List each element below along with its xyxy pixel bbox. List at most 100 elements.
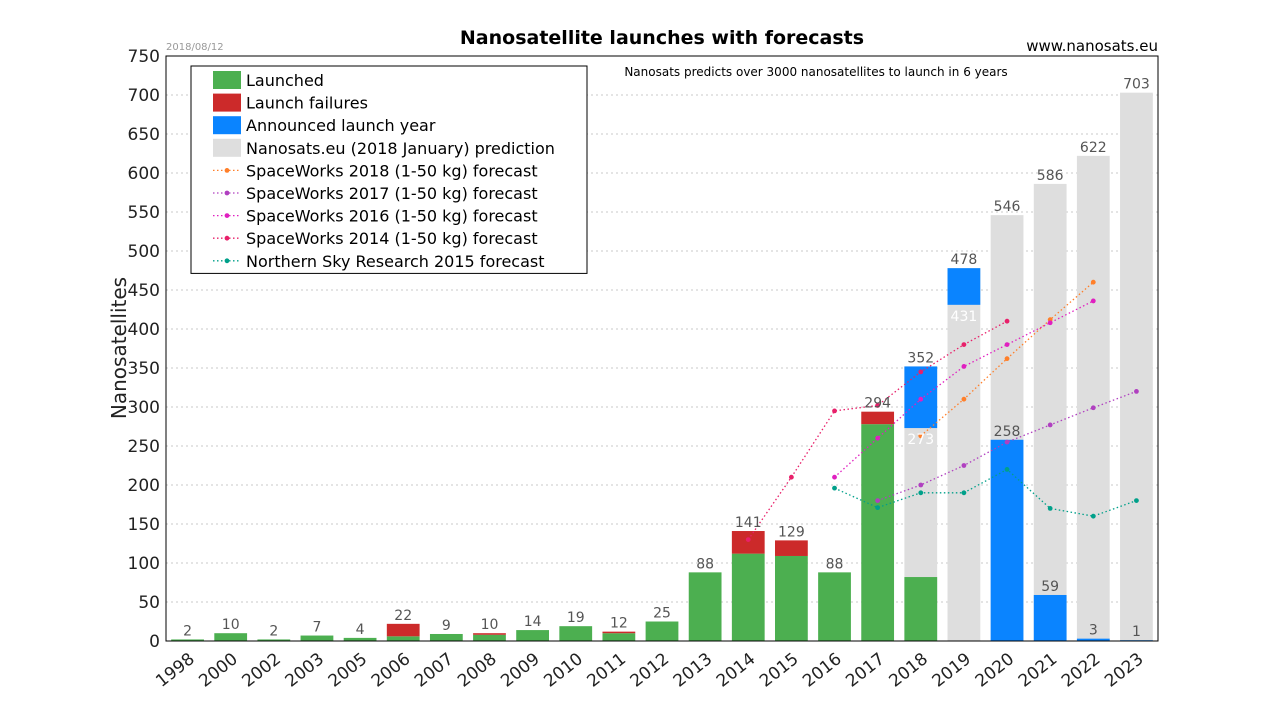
data-label: 622: [1080, 140, 1107, 156]
forecast-point-2018: [918, 396, 924, 402]
forecast-point-2023: [1134, 389, 1139, 394]
plot-frame: [165, 55, 1159, 642]
data-label: 586: [1037, 168, 1064, 184]
forecast-point-2020: [1004, 356, 1010, 362]
legend-marker-spaceworks-2016-1-50-kg-forecast: [224, 213, 230, 219]
legend-frame: [190, 65, 588, 274]
forecast-point-2020: [1004, 318, 1010, 324]
announced-bar-2022: [1076, 638, 1110, 641]
y-tick-label: 700: [128, 86, 160, 106]
data-label: 25: [653, 606, 671, 622]
data-label: 1: [1132, 624, 1141, 640]
legend-label: SpaceWorks 2018 (1-50 kg) forecast: [246, 161, 538, 180]
data-label: 273: [907, 432, 934, 448]
y-tick-label: 500: [128, 242, 160, 262]
x-tick-label: 2003: [282, 649, 328, 691]
forecast-point-2018: [918, 490, 924, 496]
website-label: www.nanosats.eu: [1026, 37, 1158, 55]
x-tick-label: 2018: [885, 649, 931, 691]
date-stamp: 2018/08/12: [166, 42, 224, 53]
x-tick-label: 2012: [627, 649, 673, 691]
forecast-point-2014: [745, 537, 751, 542]
prediction-bar-2019: [947, 268, 981, 641]
forecast-point-2019: [961, 463, 967, 468]
y-tick-label: 0: [149, 632, 160, 652]
y-tick-label: 550: [128, 203, 160, 223]
legend-marker-spaceworks-2014-1-50-kg-forecast: [224, 235, 230, 241]
prediction-bar-2021: [1033, 183, 1067, 642]
legend-marker-northern-sky-research-2015-forecast: [224, 258, 230, 264]
forecast-point-2017: [875, 403, 881, 408]
forecast-point-2018: [918, 433, 924, 439]
forecast-point-2022: [1090, 279, 1096, 285]
launched-bar-2003: [300, 635, 334, 641]
legend: Launched Launch failures Announced launch …: [190, 65, 588, 274]
data-label: 7: [312, 620, 321, 636]
data-label: 59: [1041, 579, 1059, 595]
launched-bar-2018: [904, 577, 938, 641]
forecast-point-2019: [961, 342, 967, 347]
data-label: 431: [951, 309, 978, 325]
x-tick-label: 2013: [670, 649, 716, 691]
forecast-point-2022: [1090, 513, 1096, 519]
data-label: 258: [994, 424, 1021, 440]
forecast-point-2015: [788, 474, 794, 480]
launched-bar-2015: [775, 555, 808, 641]
forecast-point-2020: [1004, 342, 1010, 347]
x-tick-label: 2023: [1101, 649, 1147, 691]
legend-swatch-launch-failures: [213, 93, 241, 112]
data-label: 22: [394, 608, 412, 624]
data-label: 703: [1123, 77, 1150, 93]
announced-bar-2021: [1033, 594, 1067, 641]
failure-bar-2017: [861, 411, 895, 425]
plot-area: 0 50 100 150 200 250 300 350 400 450 500 550 600 650 7…: [128, 47, 1159, 692]
launched-bar-2012: [645, 621, 679, 641]
legend-swatch-nanosats-eu-2018-january-prediction: [213, 138, 241, 157]
legend-marker-spaceworks-2018-1-50-kg-forecast: [224, 168, 230, 173]
x-tick-label: 2010: [540, 649, 586, 691]
data-label: 88: [826, 556, 844, 572]
data-label: 4: [356, 622, 365, 638]
forecast-point-2022: [1090, 405, 1096, 411]
x-tick-label: 2008: [454, 649, 500, 691]
data-label: 9: [442, 618, 451, 634]
x-tick-label: 2020: [972, 649, 1018, 691]
data-label: 88: [696, 556, 714, 572]
forecast-point-2021: [1047, 320, 1053, 326]
x-tick-label: 1998: [152, 649, 198, 691]
legend-swatch-launched: [213, 71, 241, 89]
data-label: 10: [481, 617, 499, 633]
launched-bar-2002: [257, 639, 291, 641]
failure-bar-2008: [473, 633, 506, 635]
forecast-point-2019: [961, 364, 967, 369]
forecast-point-2017: [875, 498, 881, 503]
legend-label: Northern Sky Research 2015 forecast: [246, 252, 545, 271]
forecast-point-2022: [1090, 298, 1096, 304]
forecast-note: Nanosats predicts over 3000 nanosatellit…: [624, 65, 1007, 79]
x-tick-label: 2006: [368, 649, 414, 691]
x-tick-label: 2000: [195, 649, 241, 691]
forecast-point-2018: [918, 482, 924, 488]
x-tick-label: 2011: [584, 649, 630, 691]
data-label: 19: [567, 610, 585, 626]
forecast-point-2017: [875, 505, 881, 511]
y-tick-label: 650: [128, 125, 160, 145]
forecast-point-2018: [918, 369, 924, 375]
legend-swatch-announced-launch-year: [213, 116, 241, 135]
y-tick-label: 450: [128, 281, 160, 301]
data-label: 2: [269, 623, 278, 639]
chart-title: Nanosatellite launches with forecasts: [460, 27, 864, 49]
y-tick-label: 250: [128, 437, 160, 457]
forecast-point-2019: [961, 490, 967, 496]
legend-label: SpaceWorks 2014 (1-50 kg) forecast: [246, 229, 538, 248]
y-tick-label: 100: [128, 554, 160, 574]
forecast-point-2017: [875, 435, 881, 441]
y-tick-label: 350: [128, 359, 160, 379]
x-tick-label: 2016: [799, 649, 845, 691]
x-tick-label: 2005: [325, 649, 371, 691]
data-label: 14: [524, 614, 542, 630]
x-tick-label: 2021: [1015, 649, 1061, 691]
y-tick-label: 600: [128, 164, 160, 184]
x-tick-label: 2022: [1058, 649, 1104, 691]
data-label: 3: [1089, 623, 1098, 639]
